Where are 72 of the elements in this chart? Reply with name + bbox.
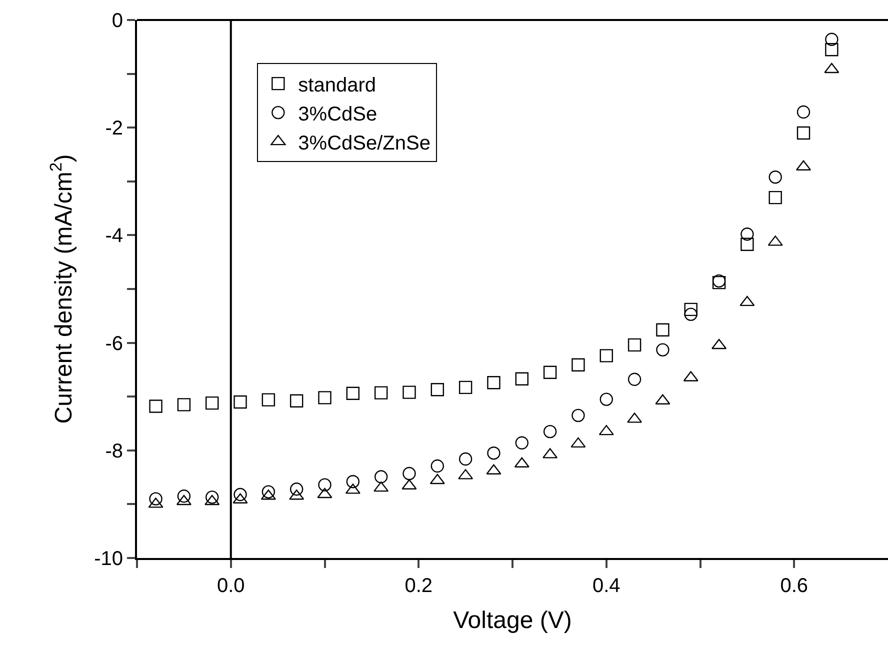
point <box>796 105 810 119</box>
point <box>600 392 613 406</box>
y-tick-label: -6 <box>105 332 123 355</box>
point <box>572 408 585 422</box>
x-tick-label: 0.2 <box>404 575 433 597</box>
point <box>684 308 698 321</box>
point <box>458 380 472 394</box>
point <box>430 459 444 473</box>
point <box>515 372 528 386</box>
point <box>177 490 191 503</box>
point <box>515 436 528 450</box>
point <box>600 349 613 362</box>
point <box>402 386 416 399</box>
point <box>290 394 304 408</box>
point <box>234 488 247 502</box>
point <box>374 386 388 400</box>
point <box>402 466 416 480</box>
y-tick-label: -2 <box>105 118 123 140</box>
point <box>346 475 360 488</box>
x-tick-label: 0.6 <box>780 575 808 597</box>
point <box>796 126 810 140</box>
point <box>570 437 586 448</box>
point <box>346 386 360 400</box>
point <box>628 372 642 386</box>
y-tick-label: -4 <box>105 225 123 248</box>
point <box>262 485 276 498</box>
x-tick-label: 0.0 <box>216 575 245 597</box>
point <box>684 302 698 316</box>
point <box>149 400 162 413</box>
point <box>206 490 219 504</box>
point <box>318 391 332 404</box>
y-tick-label: -8 <box>105 440 123 462</box>
point <box>204 494 220 506</box>
point <box>458 452 472 466</box>
point <box>318 478 332 492</box>
point <box>176 494 192 506</box>
point <box>487 446 500 460</box>
point <box>487 376 500 390</box>
legend-label: standard <box>298 74 376 96</box>
point <box>402 479 417 490</box>
point <box>543 424 557 438</box>
point <box>768 190 782 204</box>
point <box>234 395 247 409</box>
point <box>825 32 838 46</box>
x-tick-label: 0.4 <box>592 575 620 597</box>
point <box>262 393 276 406</box>
point <box>572 358 585 372</box>
point <box>149 492 162 506</box>
point <box>825 42 838 56</box>
point <box>430 474 445 484</box>
x-axis-title: Voltage (V) <box>453 606 572 634</box>
legend-label: 3%CdSe/ZnSe <box>298 132 430 154</box>
point <box>712 338 727 350</box>
point <box>740 296 755 306</box>
point <box>290 482 304 496</box>
point <box>768 170 782 184</box>
point <box>740 228 754 241</box>
point <box>430 383 444 396</box>
point <box>740 238 754 251</box>
point <box>177 398 191 412</box>
y-tick-label: -10 <box>94 548 123 570</box>
point <box>317 488 332 498</box>
point <box>628 338 642 352</box>
point <box>656 323 670 336</box>
point <box>543 366 557 379</box>
point <box>656 343 670 356</box>
legend-label: 3%CdSe <box>298 103 378 126</box>
y-tick-label: 0 <box>112 10 123 32</box>
point <box>374 481 389 492</box>
point <box>598 424 614 436</box>
point <box>206 396 219 410</box>
point <box>374 470 388 484</box>
